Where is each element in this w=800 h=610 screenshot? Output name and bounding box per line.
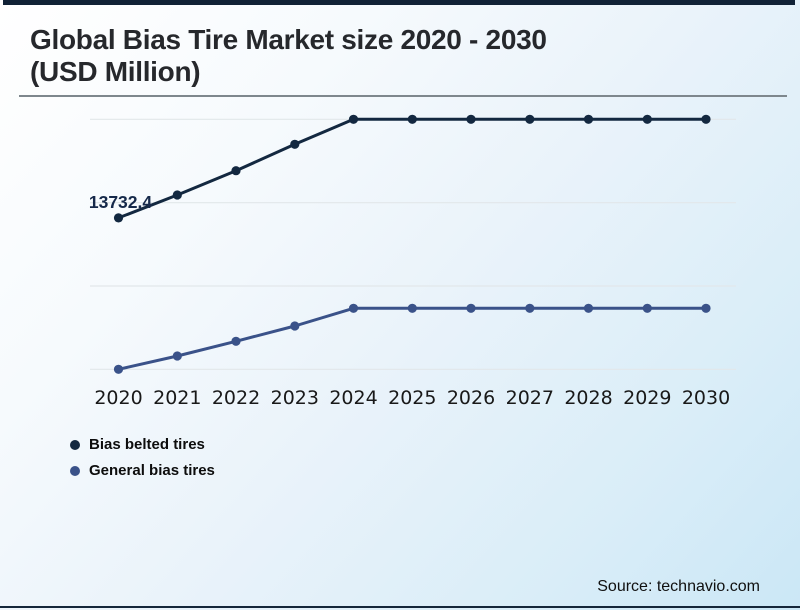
legend-item-general-bias-tires: General bias tires — [70, 462, 215, 479]
data-point-marker — [113, 213, 124, 223]
bottom-border-bar — [0, 606, 800, 608]
page-title-line-1: Global Bias Tire Market size 2020 - 2030 — [30, 24, 547, 55]
x-axis-tick-label: 2030 — [682, 387, 730, 409]
legend-dot-icon — [70, 439, 80, 450]
data-point-marker — [466, 114, 476, 124]
data-point-marker — [583, 114, 594, 124]
data-point-marker — [172, 190, 182, 200]
x-axis-tick-label: 2029 — [623, 387, 671, 409]
x-axis-tick-label: 2027 — [506, 387, 554, 409]
data-point-marker — [407, 303, 417, 313]
data-point-marker — [525, 303, 535, 313]
data-point-marker — [113, 364, 124, 374]
legend-item-bias-belted-tires: Bias belted tires — [70, 436, 215, 453]
data-point-marker — [231, 336, 241, 346]
data-point-marker — [290, 139, 300, 149]
x-axis-tick-label: 2024 — [329, 387, 377, 409]
page-title-line-2: (USD Million) — [30, 55, 201, 87]
data-point-marker — [348, 114, 359, 124]
legend-label: Bias belted tires — [89, 436, 205, 453]
data-point-marker — [701, 114, 711, 124]
top-border-bar — [3, 0, 795, 5]
chart-legend: Bias belted tires General bias tires — [70, 436, 215, 488]
source-credit: Source: technavio.com — [597, 578, 760, 595]
data-point-marker — [642, 114, 652, 124]
x-axis-tick-label: 2021 — [153, 387, 201, 409]
data-point-marker — [348, 303, 359, 313]
x-axis-tick-label: 2028 — [564, 387, 612, 409]
data-point-marker — [583, 303, 594, 313]
x-axis-tick-label: 2023 — [271, 387, 319, 409]
data-point-marker — [172, 351, 182, 361]
data-point-marker — [231, 166, 241, 176]
data-point-marker — [642, 303, 652, 313]
legend-label: General bias tires — [89, 462, 215, 479]
data-point-marker — [407, 114, 417, 124]
x-axis-tick-label: 2025 — [388, 387, 436, 409]
data-point-marker — [701, 303, 711, 313]
data-point-marker — [525, 114, 535, 124]
x-axis-tick-label: 2020 — [94, 387, 142, 409]
data-point-marker — [466, 303, 476, 313]
page-title: Global Bias Tire Market size 2020 - 2030… — [30, 24, 730, 87]
x-axis-tick-label: 2022 — [212, 387, 260, 409]
title-divider — [19, 95, 787, 97]
legend-dot-icon — [70, 465, 80, 476]
data-point-marker — [290, 321, 300, 331]
series-line — [117, 306, 708, 371]
data-point-value-label: 13732.4 — [89, 192, 153, 212]
x-axis-tick-label: 2026 — [447, 387, 495, 409]
